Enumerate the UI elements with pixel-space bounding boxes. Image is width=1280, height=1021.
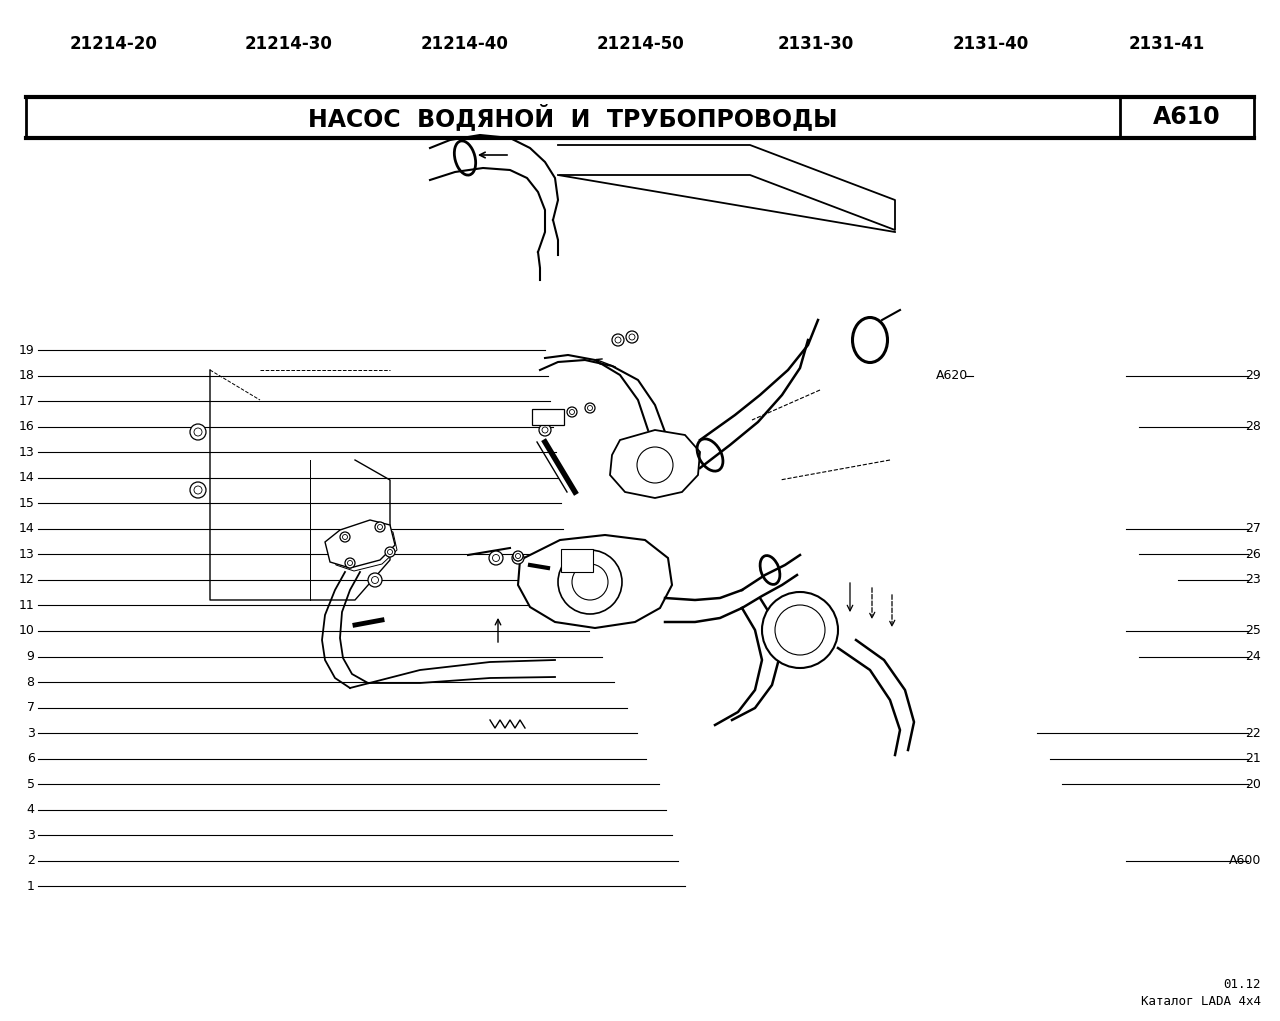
Polygon shape bbox=[611, 430, 700, 498]
Text: А610: А610 bbox=[1153, 105, 1221, 130]
Circle shape bbox=[375, 522, 385, 532]
Circle shape bbox=[516, 553, 521, 558]
Text: 21214-30: 21214-30 bbox=[244, 35, 333, 53]
Text: 4: 4 bbox=[27, 804, 35, 816]
Text: 7: 7 bbox=[27, 701, 35, 714]
Text: 10: 10 bbox=[19, 625, 35, 637]
Text: 22: 22 bbox=[1245, 727, 1261, 739]
Circle shape bbox=[385, 547, 396, 557]
Circle shape bbox=[585, 403, 595, 414]
Text: 3: 3 bbox=[27, 829, 35, 841]
Circle shape bbox=[343, 535, 347, 539]
Circle shape bbox=[541, 427, 548, 433]
Text: 25: 25 bbox=[1245, 625, 1261, 637]
Text: 12: 12 bbox=[19, 574, 35, 586]
Text: А600: А600 bbox=[1229, 855, 1261, 867]
Circle shape bbox=[195, 428, 202, 436]
Text: 2131-41: 2131-41 bbox=[1129, 35, 1204, 53]
Text: 3: 3 bbox=[27, 727, 35, 739]
Text: 13: 13 bbox=[19, 446, 35, 458]
Text: 9: 9 bbox=[27, 650, 35, 663]
Text: 16: 16 bbox=[19, 421, 35, 433]
Circle shape bbox=[346, 558, 355, 568]
Circle shape bbox=[347, 561, 352, 566]
Text: 21214-50: 21214-50 bbox=[596, 35, 684, 53]
Circle shape bbox=[489, 551, 503, 565]
Circle shape bbox=[189, 424, 206, 440]
Circle shape bbox=[612, 334, 625, 346]
Circle shape bbox=[513, 551, 524, 561]
Circle shape bbox=[614, 337, 621, 343]
Text: А620: А620 bbox=[936, 370, 968, 382]
Circle shape bbox=[628, 334, 635, 340]
Text: 20: 20 bbox=[1245, 778, 1261, 790]
Text: 8: 8 bbox=[27, 676, 35, 688]
FancyBboxPatch shape bbox=[532, 409, 564, 425]
Text: 21214-20: 21214-20 bbox=[69, 35, 157, 53]
Text: НАСОС  ВОДЯНОЙ  И  ТРУБОПРОВОДЫ: НАСОС ВОДЯНОЙ И ТРУБОПРОВОДЫ bbox=[308, 104, 837, 131]
Circle shape bbox=[637, 447, 673, 483]
Circle shape bbox=[570, 409, 575, 415]
Polygon shape bbox=[325, 520, 396, 568]
Text: 15: 15 bbox=[19, 497, 35, 509]
Text: 28: 28 bbox=[1245, 421, 1261, 433]
Text: 17: 17 bbox=[19, 395, 35, 407]
Text: 24: 24 bbox=[1245, 650, 1261, 663]
Circle shape bbox=[539, 424, 550, 436]
Polygon shape bbox=[518, 535, 672, 628]
Text: 2131-40: 2131-40 bbox=[954, 35, 1029, 53]
Text: 27: 27 bbox=[1245, 523, 1261, 535]
Circle shape bbox=[626, 331, 637, 343]
Text: 2131-30: 2131-30 bbox=[777, 35, 854, 53]
Circle shape bbox=[558, 550, 622, 614]
Text: 18: 18 bbox=[19, 370, 35, 382]
Text: 13: 13 bbox=[19, 548, 35, 561]
Circle shape bbox=[493, 554, 499, 562]
Text: 11: 11 bbox=[19, 599, 35, 612]
Circle shape bbox=[378, 525, 383, 530]
Text: 1: 1 bbox=[27, 880, 35, 892]
Text: 5: 5 bbox=[27, 778, 35, 790]
Text: 2: 2 bbox=[27, 855, 35, 867]
Circle shape bbox=[588, 405, 593, 410]
Text: 21214-40: 21214-40 bbox=[421, 35, 508, 53]
Text: 21: 21 bbox=[1245, 752, 1261, 765]
Circle shape bbox=[512, 552, 524, 564]
Circle shape bbox=[340, 532, 349, 542]
Text: Каталог LADA 4x4: Каталог LADA 4x4 bbox=[1140, 995, 1261, 1009]
Circle shape bbox=[567, 407, 577, 417]
FancyBboxPatch shape bbox=[561, 549, 593, 572]
Text: 14: 14 bbox=[19, 472, 35, 484]
Circle shape bbox=[369, 573, 381, 587]
Text: 6: 6 bbox=[27, 752, 35, 765]
Text: 14: 14 bbox=[19, 523, 35, 535]
Text: 01.12: 01.12 bbox=[1224, 978, 1261, 991]
Circle shape bbox=[762, 592, 838, 668]
Circle shape bbox=[493, 555, 499, 561]
Text: 19: 19 bbox=[19, 344, 35, 356]
Text: 29: 29 bbox=[1245, 370, 1261, 382]
Circle shape bbox=[189, 482, 206, 498]
Circle shape bbox=[572, 564, 608, 600]
Circle shape bbox=[490, 552, 502, 564]
Circle shape bbox=[388, 549, 393, 554]
Circle shape bbox=[371, 577, 379, 583]
Circle shape bbox=[774, 605, 826, 655]
Text: 23: 23 bbox=[1245, 574, 1261, 586]
Circle shape bbox=[195, 486, 202, 494]
Circle shape bbox=[515, 555, 521, 561]
Text: 26: 26 bbox=[1245, 548, 1261, 561]
